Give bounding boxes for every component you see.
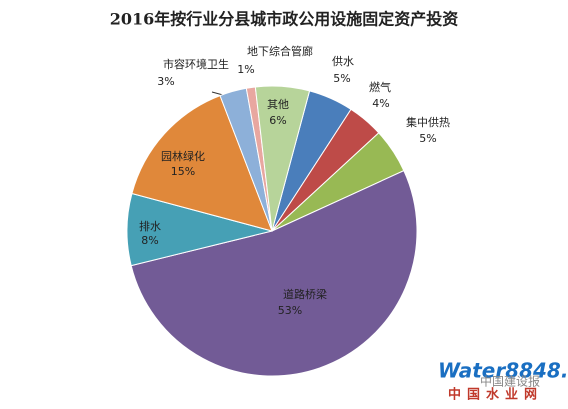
- value-label: 1%: [237, 63, 254, 76]
- watermark-brand: Water8848.com: [438, 359, 568, 383]
- watermark-source: 中国建设报: [480, 374, 540, 389]
- value-label: 8%: [141, 234, 158, 247]
- slice-label: 燃气: [369, 80, 391, 94]
- pie: [126, 85, 418, 377]
- slice-label: 园林绿化: [161, 149, 205, 163]
- value-label: 3%: [157, 75, 174, 88]
- value-label: 6%: [269, 114, 286, 127]
- slice-label: 市容环境卫生: [163, 57, 229, 71]
- value-label: 5%: [419, 132, 436, 145]
- slice-label: 其他: [267, 98, 289, 111]
- value-label: 53%: [278, 304, 302, 317]
- slice-label: 集中供热: [406, 115, 450, 129]
- slice-label: 排水: [139, 219, 161, 233]
- value-label: 15%: [171, 165, 195, 178]
- slice-label: 道路桥梁: [283, 287, 327, 301]
- chart-title: 2016年按行业分县城市政公用设施固定资产投资: [110, 10, 459, 29]
- pie-slice: [254, 85, 311, 232]
- slice-label: 供水: [332, 54, 354, 68]
- watermark-site: 中国水业网: [448, 387, 543, 403]
- slice-label: 地下综合管廊: [247, 44, 313, 58]
- value-label: 4%: [372, 97, 389, 110]
- value-label: 5%: [333, 72, 350, 85]
- pie-slice: [131, 94, 273, 232]
- pie-slice: [130, 169, 418, 377]
